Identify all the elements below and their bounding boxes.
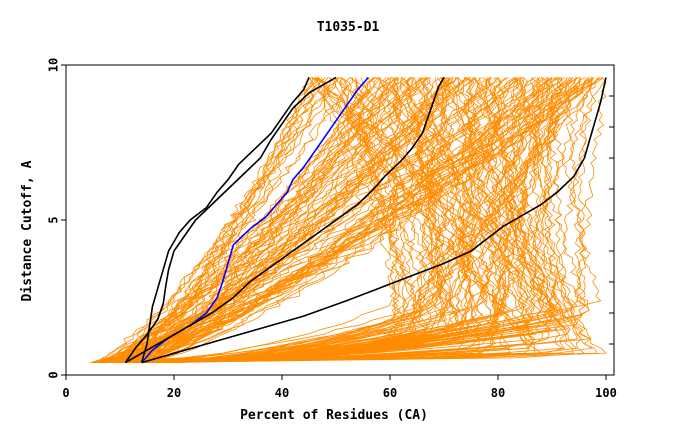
y-tick-label: 5: [47, 216, 61, 223]
model-curve: [99, 77, 593, 363]
y-axis-label: Distance Cutoff, A: [20, 160, 35, 301]
series-line-0: [140, 77, 310, 363]
model-curve: [102, 77, 421, 363]
model-curve: [121, 77, 388, 363]
model-curve: [111, 77, 525, 363]
model-curve: [125, 77, 581, 363]
y-tick-label: 10: [47, 58, 61, 72]
x-axis-label: Percent of Residues (CA): [240, 408, 428, 423]
model-curve: [170, 77, 594, 363]
model-curve: [149, 77, 510, 363]
model-curve: [150, 77, 477, 363]
x-tick-label: 100: [595, 386, 617, 400]
model-curve: [149, 77, 484, 363]
series-line-3: [125, 76, 445, 364]
model-curve: [113, 77, 491, 363]
model-curve: [114, 77, 578, 363]
model-curve: [111, 77, 351, 363]
model-curve: [151, 77, 578, 363]
model-curve: [171, 77, 415, 363]
model-curve: [103, 77, 544, 363]
model-curve: [100, 77, 377, 363]
model-curve: [118, 77, 573, 363]
model-curve: [103, 77, 455, 363]
model-curve: [157, 77, 600, 363]
model-curve: [97, 77, 332, 363]
model-curve: [147, 77, 589, 363]
model-curve: [102, 77, 558, 363]
model-curve: [96, 77, 536, 363]
model-curve: [127, 77, 313, 363]
model-curve: [127, 77, 475, 363]
model-curve: [103, 77, 593, 363]
x-tick-label: 40: [275, 386, 289, 400]
model-curve: [115, 77, 569, 363]
model-curve: [116, 77, 339, 363]
model-curve: [94, 77, 564, 363]
model-curve: [115, 77, 449, 363]
model-curve: [129, 77, 401, 363]
model-curve: [92, 77, 553, 363]
model-curve: [148, 77, 537, 363]
model-curve: [152, 77, 552, 363]
series-line-1: [124, 76, 337, 364]
x-tick-label: 80: [491, 386, 505, 400]
model-curve: [115, 77, 452, 363]
chart-title: T1035-D1: [317, 20, 380, 35]
model-curve: [142, 77, 560, 363]
model-curve: [107, 77, 429, 363]
model-curve: [139, 77, 582, 363]
model-curve: [122, 77, 607, 363]
highlight-series: [124, 76, 607, 364]
model-curve: [110, 77, 607, 363]
series-line-4: [141, 77, 607, 364]
model-curve: [129, 77, 481, 363]
model-curve: [170, 77, 466, 363]
series-line-2: [140, 76, 370, 364]
model-curve: [114, 77, 443, 363]
model-curve: [116, 77, 461, 363]
model-curve: [154, 77, 520, 363]
x-tick-label: 0: [62, 386, 69, 400]
model-curve: [135, 77, 578, 363]
y-tick-label: 0: [47, 371, 61, 378]
model-curve: [113, 77, 381, 363]
model-curve: [102, 77, 390, 363]
axis-ticks: 0 20 40 60 80 100 0 5 10: [47, 58, 617, 400]
model-curve: [125, 77, 525, 363]
model-curve: [120, 77, 535, 363]
model-curve: [156, 77, 578, 363]
model-curve: [127, 77, 549, 363]
x-tick-label: 20: [167, 386, 181, 400]
model-curve: [129, 77, 399, 363]
model-curve: [101, 77, 354, 363]
model-curve: [139, 77, 520, 363]
model-curve: [148, 77, 538, 363]
model-curve: [161, 77, 602, 363]
model-curve: [114, 77, 591, 363]
model-curve: [116, 77, 457, 363]
model-curve: [126, 77, 555, 363]
model-curve: [118, 77, 574, 363]
model-curve: [138, 77, 567, 363]
background-model-lines: [90, 77, 607, 363]
model-curve: [119, 77, 446, 363]
model-curve: [143, 77, 428, 363]
model-curve: [147, 77, 423, 363]
model-curve: [122, 77, 528, 363]
x-tick-label: 60: [383, 386, 397, 400]
